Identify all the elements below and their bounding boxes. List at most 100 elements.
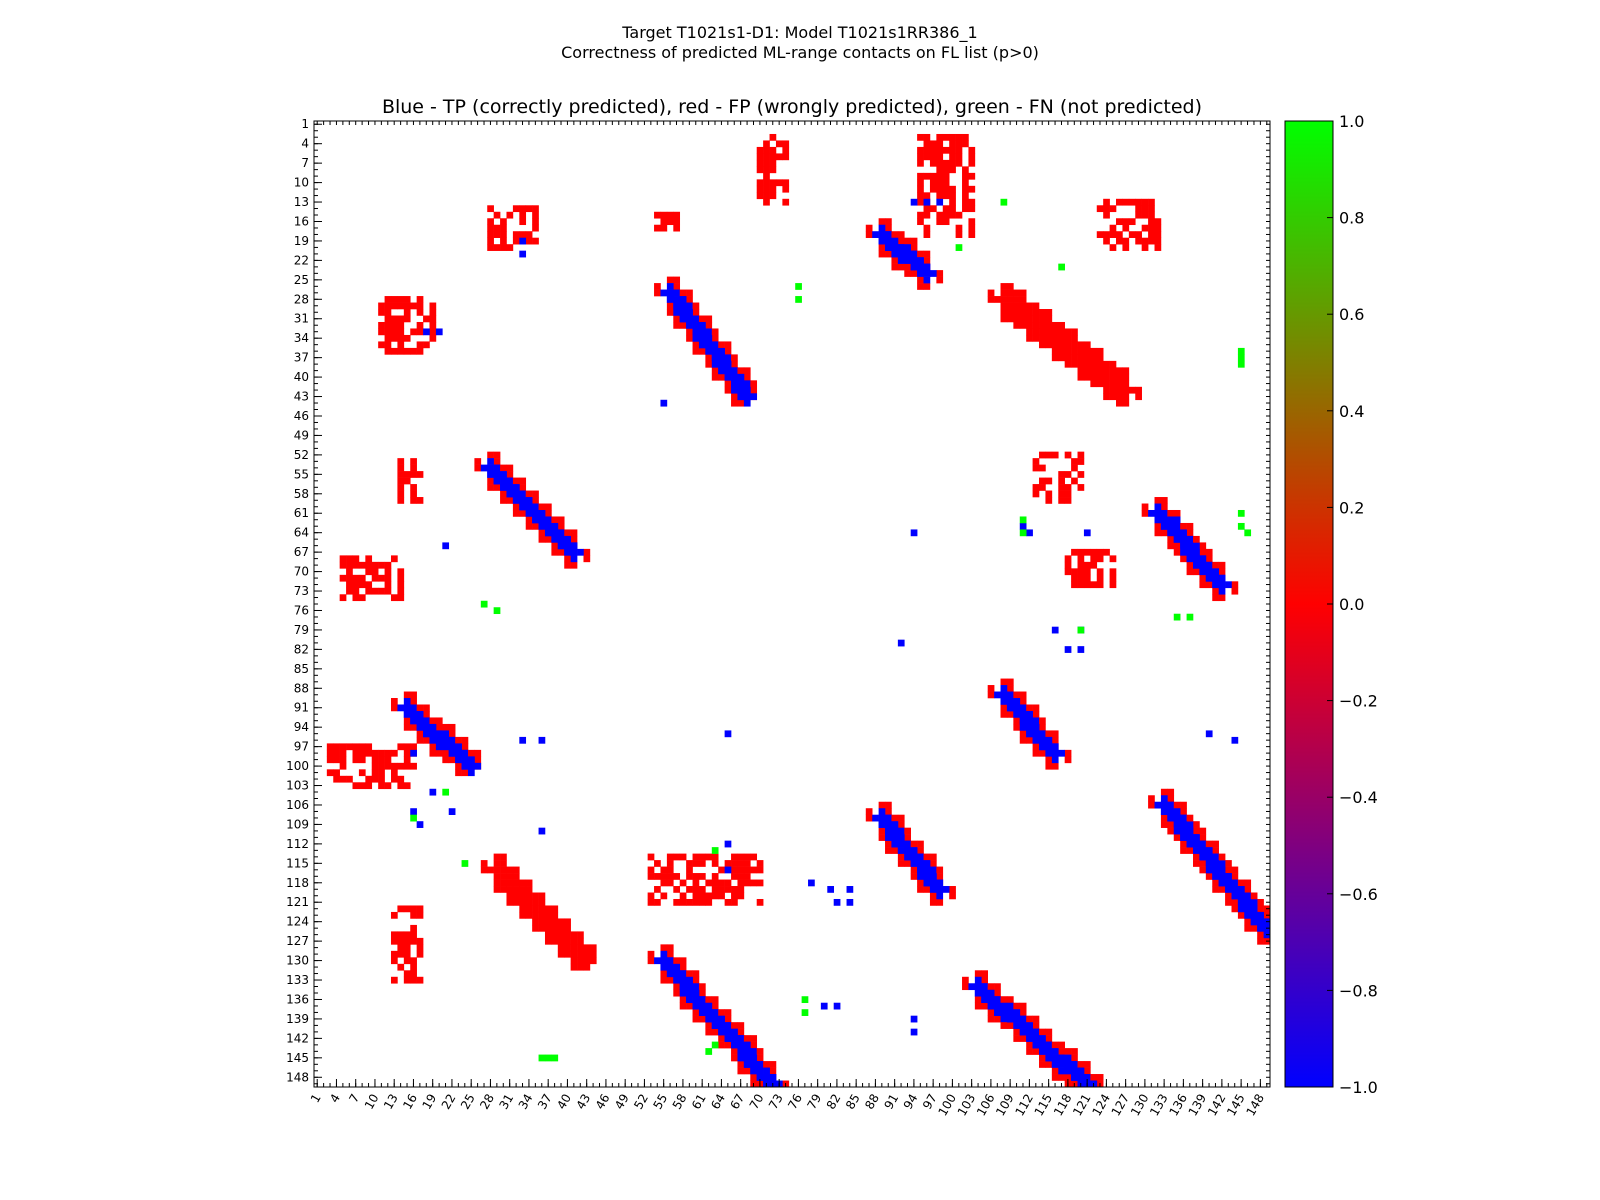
fp-cell bbox=[987, 691, 995, 699]
y-tick-label: 64 bbox=[294, 526, 309, 540]
tp-cell bbox=[923, 860, 931, 867]
fp-cell bbox=[679, 289, 687, 297]
fn-cell bbox=[1019, 529, 1027, 537]
fp-cell bbox=[1039, 341, 1046, 349]
tp-cell bbox=[1026, 730, 1033, 738]
tp-cell bbox=[673, 976, 681, 984]
tp-cell bbox=[910, 1015, 918, 1023]
y-tick-label: 118 bbox=[286, 876, 309, 890]
tp-cell bbox=[538, 509, 546, 517]
tp-cell bbox=[885, 827, 892, 835]
fp-cell bbox=[885, 801, 892, 809]
tp-cell bbox=[442, 730, 450, 738]
tp-cell bbox=[1167, 801, 1175, 809]
fp-cell bbox=[711, 334, 719, 342]
fp-cell bbox=[397, 587, 405, 595]
fp-cell bbox=[519, 905, 527, 913]
fp-cell bbox=[487, 218, 494, 226]
fp-cell bbox=[737, 892, 745, 900]
fp-cell bbox=[1083, 568, 1091, 576]
fp-cell bbox=[570, 931, 578, 939]
x-tick-label: 28 bbox=[477, 1092, 497, 1112]
fp-cell bbox=[756, 159, 764, 167]
fp-cell bbox=[339, 756, 347, 764]
x-tick-label: 85 bbox=[843, 1092, 863, 1112]
fp-cell bbox=[1083, 1067, 1091, 1075]
fp-cell bbox=[410, 464, 417, 472]
fp-cell bbox=[1045, 1028, 1053, 1036]
fp-cell bbox=[782, 185, 790, 193]
fp-cell bbox=[987, 296, 995, 303]
fp-cell bbox=[660, 892, 668, 900]
tp-cell bbox=[756, 1067, 764, 1075]
fp-cell bbox=[929, 892, 937, 900]
tp-cell bbox=[1019, 710, 1027, 718]
fp-cell bbox=[512, 886, 520, 893]
tp-cell bbox=[1051, 743, 1059, 751]
fp-cell bbox=[390, 315, 398, 323]
fp-cell bbox=[1051, 730, 1059, 738]
tp-cell bbox=[917, 263, 924, 271]
fp-cell bbox=[1180, 847, 1187, 854]
tp-cell bbox=[731, 367, 738, 375]
tp-cell bbox=[1032, 1035, 1040, 1042]
fp-cell bbox=[1096, 367, 1104, 375]
fp-cell bbox=[493, 866, 501, 874]
fp-cell bbox=[1225, 866, 1232, 874]
fp-cell bbox=[1083, 360, 1091, 368]
fp-cell bbox=[756, 860, 764, 867]
fp-cell bbox=[1090, 373, 1098, 381]
fp-cell bbox=[737, 1028, 745, 1036]
fp-cell bbox=[949, 205, 956, 213]
fp-cell bbox=[487, 205, 494, 213]
fp-cell bbox=[493, 451, 501, 459]
fp-cell bbox=[1167, 821, 1175, 828]
fp-cell bbox=[1064, 334, 1072, 342]
fp-cell bbox=[397, 944, 405, 952]
fp-cell bbox=[1064, 490, 1072, 498]
tp-cell bbox=[718, 1028, 725, 1036]
fp-cell bbox=[358, 581, 366, 589]
fp-cell bbox=[397, 315, 405, 323]
fp-cell bbox=[538, 529, 546, 537]
fp-cell bbox=[358, 749, 366, 757]
fp-cell bbox=[718, 341, 725, 349]
fp-cell bbox=[339, 743, 347, 751]
fp-cell bbox=[352, 782, 360, 790]
fp-cell bbox=[500, 866, 507, 874]
fp-cell bbox=[1019, 302, 1027, 310]
tp-cell bbox=[1077, 1067, 1085, 1075]
fp-cell bbox=[410, 963, 417, 971]
fp-cell bbox=[403, 309, 411, 316]
tp-cell bbox=[1212, 853, 1219, 861]
tp-cell bbox=[1186, 840, 1194, 848]
tp-cell bbox=[910, 263, 918, 271]
tp-cell bbox=[711, 341, 719, 349]
fn-cell bbox=[480, 600, 488, 608]
fp-cell bbox=[480, 866, 488, 874]
y-tick-label: 19 bbox=[294, 234, 309, 248]
x-tick-label: 130 bbox=[1128, 1092, 1152, 1119]
fp-cell bbox=[865, 814, 873, 822]
fp-cell bbox=[917, 146, 924, 154]
tp-cell bbox=[897, 639, 905, 647]
fp-cell bbox=[769, 1061, 777, 1068]
fp-cell bbox=[1109, 373, 1117, 381]
fp-cell bbox=[1199, 866, 1207, 874]
fp-cell bbox=[500, 231, 507, 238]
fp-cell bbox=[1148, 211, 1155, 219]
fp-cell bbox=[1039, 717, 1046, 725]
fp-cell bbox=[1045, 762, 1053, 770]
tp-cell bbox=[532, 509, 539, 517]
tp-cell bbox=[743, 380, 751, 388]
fp-cell bbox=[365, 581, 373, 589]
fp-cell bbox=[1006, 289, 1014, 297]
fp-cell bbox=[1109, 244, 1117, 251]
fp-cell bbox=[692, 879, 700, 887]
fp-cell bbox=[467, 749, 475, 757]
fp-cell bbox=[1122, 367, 1130, 375]
fp-cell bbox=[532, 237, 539, 245]
tp-cell bbox=[1180, 834, 1187, 841]
fp-cell bbox=[1006, 283, 1014, 290]
tp-cell bbox=[1173, 522, 1181, 530]
